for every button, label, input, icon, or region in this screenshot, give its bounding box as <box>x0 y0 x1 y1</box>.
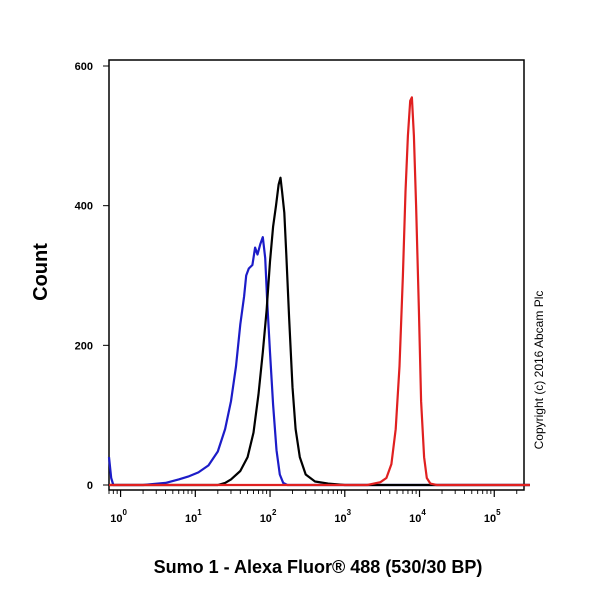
y-tick-label: 600 <box>75 61 93 73</box>
copyright-annotation: Copyright (c) 2016 Abcam Plc <box>532 291 546 450</box>
y-axis-ticks: 0 200 400 600 <box>75 61 109 492</box>
x-axis-title: Sumo 1 - Alexa Fluor® 488 (530/30 BP) <box>154 557 483 577</box>
x-tick-label: 104 <box>409 508 426 525</box>
y-tick-label: 0 <box>87 480 93 492</box>
series-line-3 <box>109 96 530 487</box>
y-tick-label: 200 <box>75 340 93 352</box>
y-axis-title: Count <box>30 243 52 301</box>
series-line-2 <box>109 176 530 487</box>
x-tick-label: 102 <box>260 508 277 525</box>
x-axis-ticks: 100 101 102 103 104 105 <box>108 490 518 525</box>
x-tick-label: 101 <box>185 508 202 525</box>
x-tick-label: 100 <box>110 508 127 525</box>
series-line-1 <box>107 236 530 487</box>
series-lines <box>107 96 530 487</box>
x-tick-label: 105 <box>484 508 501 525</box>
x-tick-label: 103 <box>334 508 351 525</box>
plot-frame <box>108 59 525 491</box>
y-tick-label: 400 <box>75 201 93 213</box>
